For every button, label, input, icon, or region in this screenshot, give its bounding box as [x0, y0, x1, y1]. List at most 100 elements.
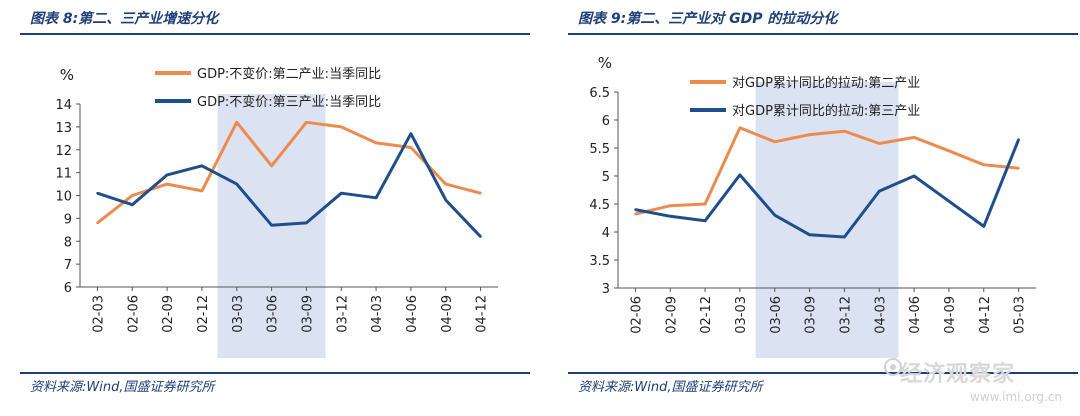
- y-tick-label: 13: [55, 121, 72, 136]
- data-point: [703, 202, 707, 206]
- series-line: [96, 120, 481, 225]
- x-tick-label: 03-09: [804, 296, 819, 334]
- y-tick-label: 4.5: [589, 198, 610, 213]
- chart-growth-divergence: % 6 7 8 9 10 11 12 13 14 02-03 02-06 02-09 02-12 03-03…: [55, 66, 498, 358]
- title-rule: [20, 33, 530, 35]
- data-point: [1017, 166, 1020, 170]
- series-line: [635, 139, 1020, 239]
- x-tick-label: 03-03: [231, 295, 246, 333]
- data-point: [773, 140, 776, 144]
- data-point: [738, 126, 742, 130]
- data-point: [340, 192, 343, 195]
- data-point: [131, 203, 134, 206]
- x-tick-label: 03-12: [838, 296, 853, 334]
- watermark-text: 经济观察家: [900, 362, 1016, 387]
- data-point: [444, 182, 447, 186]
- data-point: [634, 212, 637, 216]
- data-point: [479, 192, 482, 195]
- x-tick-label: 04-03: [370, 295, 385, 333]
- y-tick-label: 6: [602, 114, 610, 129]
- data-point: [409, 132, 413, 135]
- data-point: [374, 196, 378, 199]
- data-point: [982, 163, 985, 166]
- x-tick-label: 04-06: [908, 296, 923, 334]
- data-point: [982, 225, 985, 228]
- data-point: [165, 173, 169, 177]
- x-tick-label: 04-12: [475, 295, 490, 333]
- x-tick-label: 02-12: [699, 296, 714, 334]
- data-point: [235, 121, 238, 124]
- data-point: [409, 146, 413, 149]
- legend-label: GDP:不变价:第二产业:当季同比: [197, 66, 381, 82]
- title-rule: [568, 33, 1078, 35]
- data-point: [738, 173, 742, 177]
- y-tick-label: 14: [55, 98, 72, 113]
- chart-title: 图表 8:第二、三产业增速分化: [30, 11, 219, 27]
- data-point: [912, 136, 916, 139]
- x-tick-label: 02-03: [91, 295, 106, 333]
- y-tick-label: 9: [64, 212, 72, 227]
- x-tick-label: 03-12: [335, 295, 350, 333]
- chart-title: 图表 9:第二、三产业对 GDP 的拉动分化: [578, 11, 838, 27]
- y-tick-label: 10: [55, 190, 72, 205]
- x-tick-label: 05-03: [1013, 296, 1028, 334]
- x-tick-label: 04-09: [943, 296, 958, 334]
- series-line: [96, 132, 482, 238]
- x-tick-label: 02-09: [664, 296, 679, 334]
- x-tick-label: 04-06: [405, 295, 420, 333]
- source-note: 资料来源:Wind,国盛证券研究所: [30, 380, 215, 395]
- data-point: [96, 221, 99, 225]
- x-tick-label: 03-09: [300, 295, 315, 333]
- x-tick-label: 02-06: [126, 295, 141, 333]
- x-tick-label: 04-03: [873, 296, 888, 334]
- x-tick-label: 04-09: [440, 295, 455, 333]
- data-point: [878, 142, 881, 145]
- x-tick-label: 03-06: [266, 295, 281, 333]
- data-point: [703, 219, 707, 222]
- data-point: [669, 215, 672, 218]
- x-tick-label: 04-12: [978, 296, 993, 334]
- data-point: [165, 182, 169, 186]
- chart-gdp-contribution: % 3 3.5 4 4.5 5 5.5 6 6.5 02-06 02-09 02-12 03-03 03-…: [589, 54, 1036, 358]
- y-tick-label: 3: [602, 282, 610, 297]
- source-note: 资料来源:Wind,国盛证券研究所: [578, 380, 763, 395]
- legend-label: 对GDP累计同比的拉动:第二产业: [732, 75, 920, 91]
- data-point: [669, 204, 672, 207]
- data-point: [131, 194, 134, 197]
- y-tick-label: 7: [64, 258, 72, 273]
- x-tick-label: 03-06: [769, 296, 784, 334]
- data-point: [843, 130, 846, 133]
- data-point: [947, 149, 951, 152]
- shaded-band: [755, 82, 899, 358]
- watermark-url: www.imi.org.cn: [970, 390, 1063, 404]
- x-tick-label: 02-12: [196, 295, 211, 333]
- x-tick-label: 02-06: [629, 296, 644, 334]
- y-tick-label: 5: [602, 170, 610, 185]
- data-point: [444, 198, 447, 202]
- data-point: [912, 174, 916, 178]
- legend-label: GDP:不变价:第三产业:当季同比: [197, 94, 381, 110]
- y-axis-label: %: [598, 54, 612, 72]
- chart-panel-right: 图表 9:第二、三产业对 GDP 的拉动分化 % 3 3.5 4 4.5 5 5.5 6 6.5…: [568, 0, 1080, 416]
- y-tick-label: 12: [55, 144, 72, 159]
- watermark-logo-icon: [884, 358, 902, 376]
- data-point: [235, 182, 238, 186]
- data-point: [305, 221, 308, 225]
- data-point: [200, 189, 204, 193]
- y-tick-label: 3.5: [589, 254, 610, 269]
- legend-label: 对GDP累计同比的拉动:第三产业: [732, 103, 920, 119]
- y-axis-label: %: [60, 66, 74, 84]
- source-rule: [20, 372, 530, 374]
- data-point: [270, 224, 273, 227]
- x-tick-label: 02-09: [161, 295, 176, 333]
- data-point: [1017, 138, 1020, 141]
- data-point: [878, 189, 881, 193]
- data-point: [808, 233, 811, 236]
- data-point: [270, 164, 273, 167]
- y-tick-label: 8: [64, 235, 72, 250]
- y-tick-label: 6: [64, 281, 72, 296]
- data-point: [305, 121, 308, 124]
- data-point: [374, 141, 378, 145]
- y-tick-label: 6.5: [589, 86, 610, 101]
- data-point: [947, 200, 951, 203]
